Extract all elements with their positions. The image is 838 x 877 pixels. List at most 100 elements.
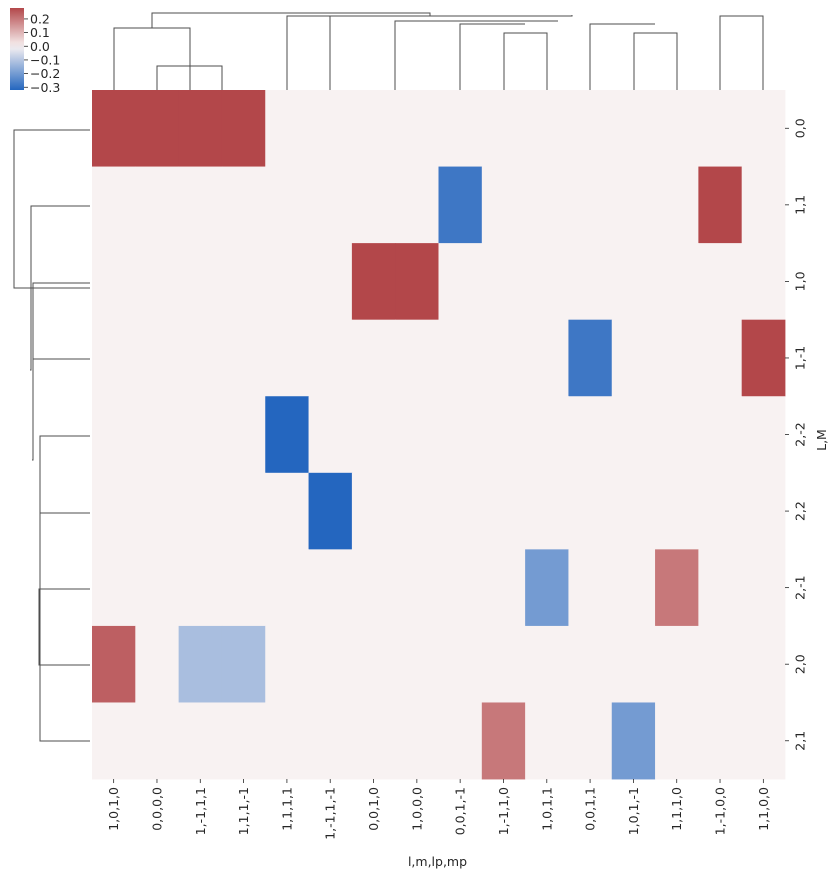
heatmap-cell (741, 166, 786, 244)
heatmap-cell (438, 549, 483, 627)
heatmap-cell (525, 243, 569, 321)
heatmap-cell (351, 396, 396, 474)
heatmap-cell (655, 702, 699, 780)
heatmap-cell (178, 90, 223, 167)
heatmap-cell (178, 625, 223, 703)
heatmap-cell (655, 243, 699, 321)
heatmap-cell (655, 549, 699, 627)
heatmap-cell (438, 396, 483, 474)
y-tick-label: 2,2 (793, 501, 808, 521)
heatmap-cell (438, 319, 483, 397)
heatmap-cell (178, 166, 223, 244)
y-tick-label: 1,0 (793, 271, 808, 291)
heatmap-cell (481, 625, 526, 703)
heatmap-cell (135, 166, 180, 244)
heatmap-cell (481, 90, 526, 167)
heatmap-cell (308, 549, 353, 627)
colorbar-tick-label: 0.0 (30, 39, 50, 54)
x-tick-label: 0,0,1,-1 (453, 787, 468, 835)
heatmap-cell (92, 625, 136, 703)
heatmap-cell (568, 243, 613, 321)
heatmap-cell (395, 625, 439, 703)
heatmap-cell (135, 625, 180, 703)
heatmap-cell (395, 243, 439, 321)
x-axis-label: l,m,lp,mp (408, 854, 467, 869)
heatmap-cell (568, 319, 613, 397)
heatmap-cell (611, 319, 656, 397)
heatmap-cell (741, 702, 786, 780)
heatmap-cell (481, 702, 526, 780)
x-tick-label: 1,0,0,0 (409, 787, 424, 831)
heatmap-cell (135, 549, 180, 627)
heatmap-cell (221, 625, 266, 703)
heatmap-cell (481, 396, 526, 474)
heatmap-cell (611, 243, 656, 321)
heatmap-cell (92, 319, 136, 397)
heatmap-cell (698, 625, 743, 703)
heatmap-cell (525, 166, 569, 244)
heatmap-cell (308, 702, 353, 780)
heatmap-cell (611, 166, 656, 244)
heatmap-cell (698, 396, 743, 474)
heatmap-cell (611, 549, 656, 627)
heatmap-cell (481, 472, 526, 550)
heatmap-cell (568, 396, 613, 474)
heatmap-cell (178, 702, 223, 780)
x-tick-label: 1,0,1,0 (106, 787, 121, 831)
colorbar-tick-label: 0.1 (30, 25, 50, 40)
heatmap-cell (135, 90, 180, 167)
y-tick-label: 2,1 (793, 731, 808, 751)
heatmap-cell (351, 472, 396, 550)
heatmap-cell (265, 166, 309, 244)
heatmap-cell (655, 166, 699, 244)
heatmap-cell (135, 472, 180, 550)
heatmap-cell (351, 549, 396, 627)
heatmap-cell (221, 319, 266, 397)
heatmap-cell (265, 702, 309, 780)
heatmap-cell (698, 319, 743, 397)
heatmap-cell (568, 549, 613, 627)
heatmap-cell (308, 472, 353, 550)
heatmap-cell (351, 90, 396, 167)
heatmap-cell (308, 625, 353, 703)
heatmap-grid (92, 90, 786, 780)
row-dendrogram (13, 129, 90, 742)
heatmap-cell (525, 549, 569, 627)
heatmap-cell (221, 243, 266, 321)
heatmap-cell (525, 90, 569, 167)
heatmap-cell (265, 549, 309, 627)
heatmap-cell (265, 625, 309, 703)
x-tick-label: 1,-1,0,0 (713, 787, 728, 835)
heatmap-cell (611, 472, 656, 550)
heatmap-cell (221, 90, 266, 167)
colorbar (10, 8, 24, 90)
heatmap-cell (395, 702, 439, 780)
heatmap-cell (135, 319, 180, 397)
heatmap-cell (221, 702, 266, 780)
heatmap-cell (525, 702, 569, 780)
heatmap-cell (438, 243, 483, 321)
heatmap-cell (92, 166, 136, 244)
heatmap-cell (395, 549, 439, 627)
heatmap-cell (568, 702, 613, 780)
heatmap-cell (308, 166, 353, 244)
heatmap-cell (178, 396, 223, 474)
heatmap-cell (698, 243, 743, 321)
heatmap-cell (611, 702, 656, 780)
y-tick-label: 1,-1 (793, 346, 808, 370)
heatmap-cell (655, 625, 699, 703)
heatmap-cell (265, 472, 309, 550)
y-tick-label: 2,-2 (793, 422, 808, 446)
heatmap-cell (178, 472, 223, 550)
x-tick-label: 1,1,0,0 (756, 787, 771, 831)
x-tick-labels: 1,0,1,0 0,0,0,0 1,-1,1,1 1,1,1,-1 1,1,1,1 1,-… (106, 779, 771, 840)
heatmap-cell (525, 625, 569, 703)
heatmap-cell (308, 319, 353, 397)
heatmap-cell (698, 90, 743, 167)
heatmap-cell (568, 625, 613, 703)
heatmap-cell (741, 396, 786, 474)
heatmap-cell (135, 702, 180, 780)
y-tick-label: 1,1 (793, 195, 808, 215)
heatmap-cell (308, 396, 353, 474)
heatmap-cell (221, 549, 266, 627)
